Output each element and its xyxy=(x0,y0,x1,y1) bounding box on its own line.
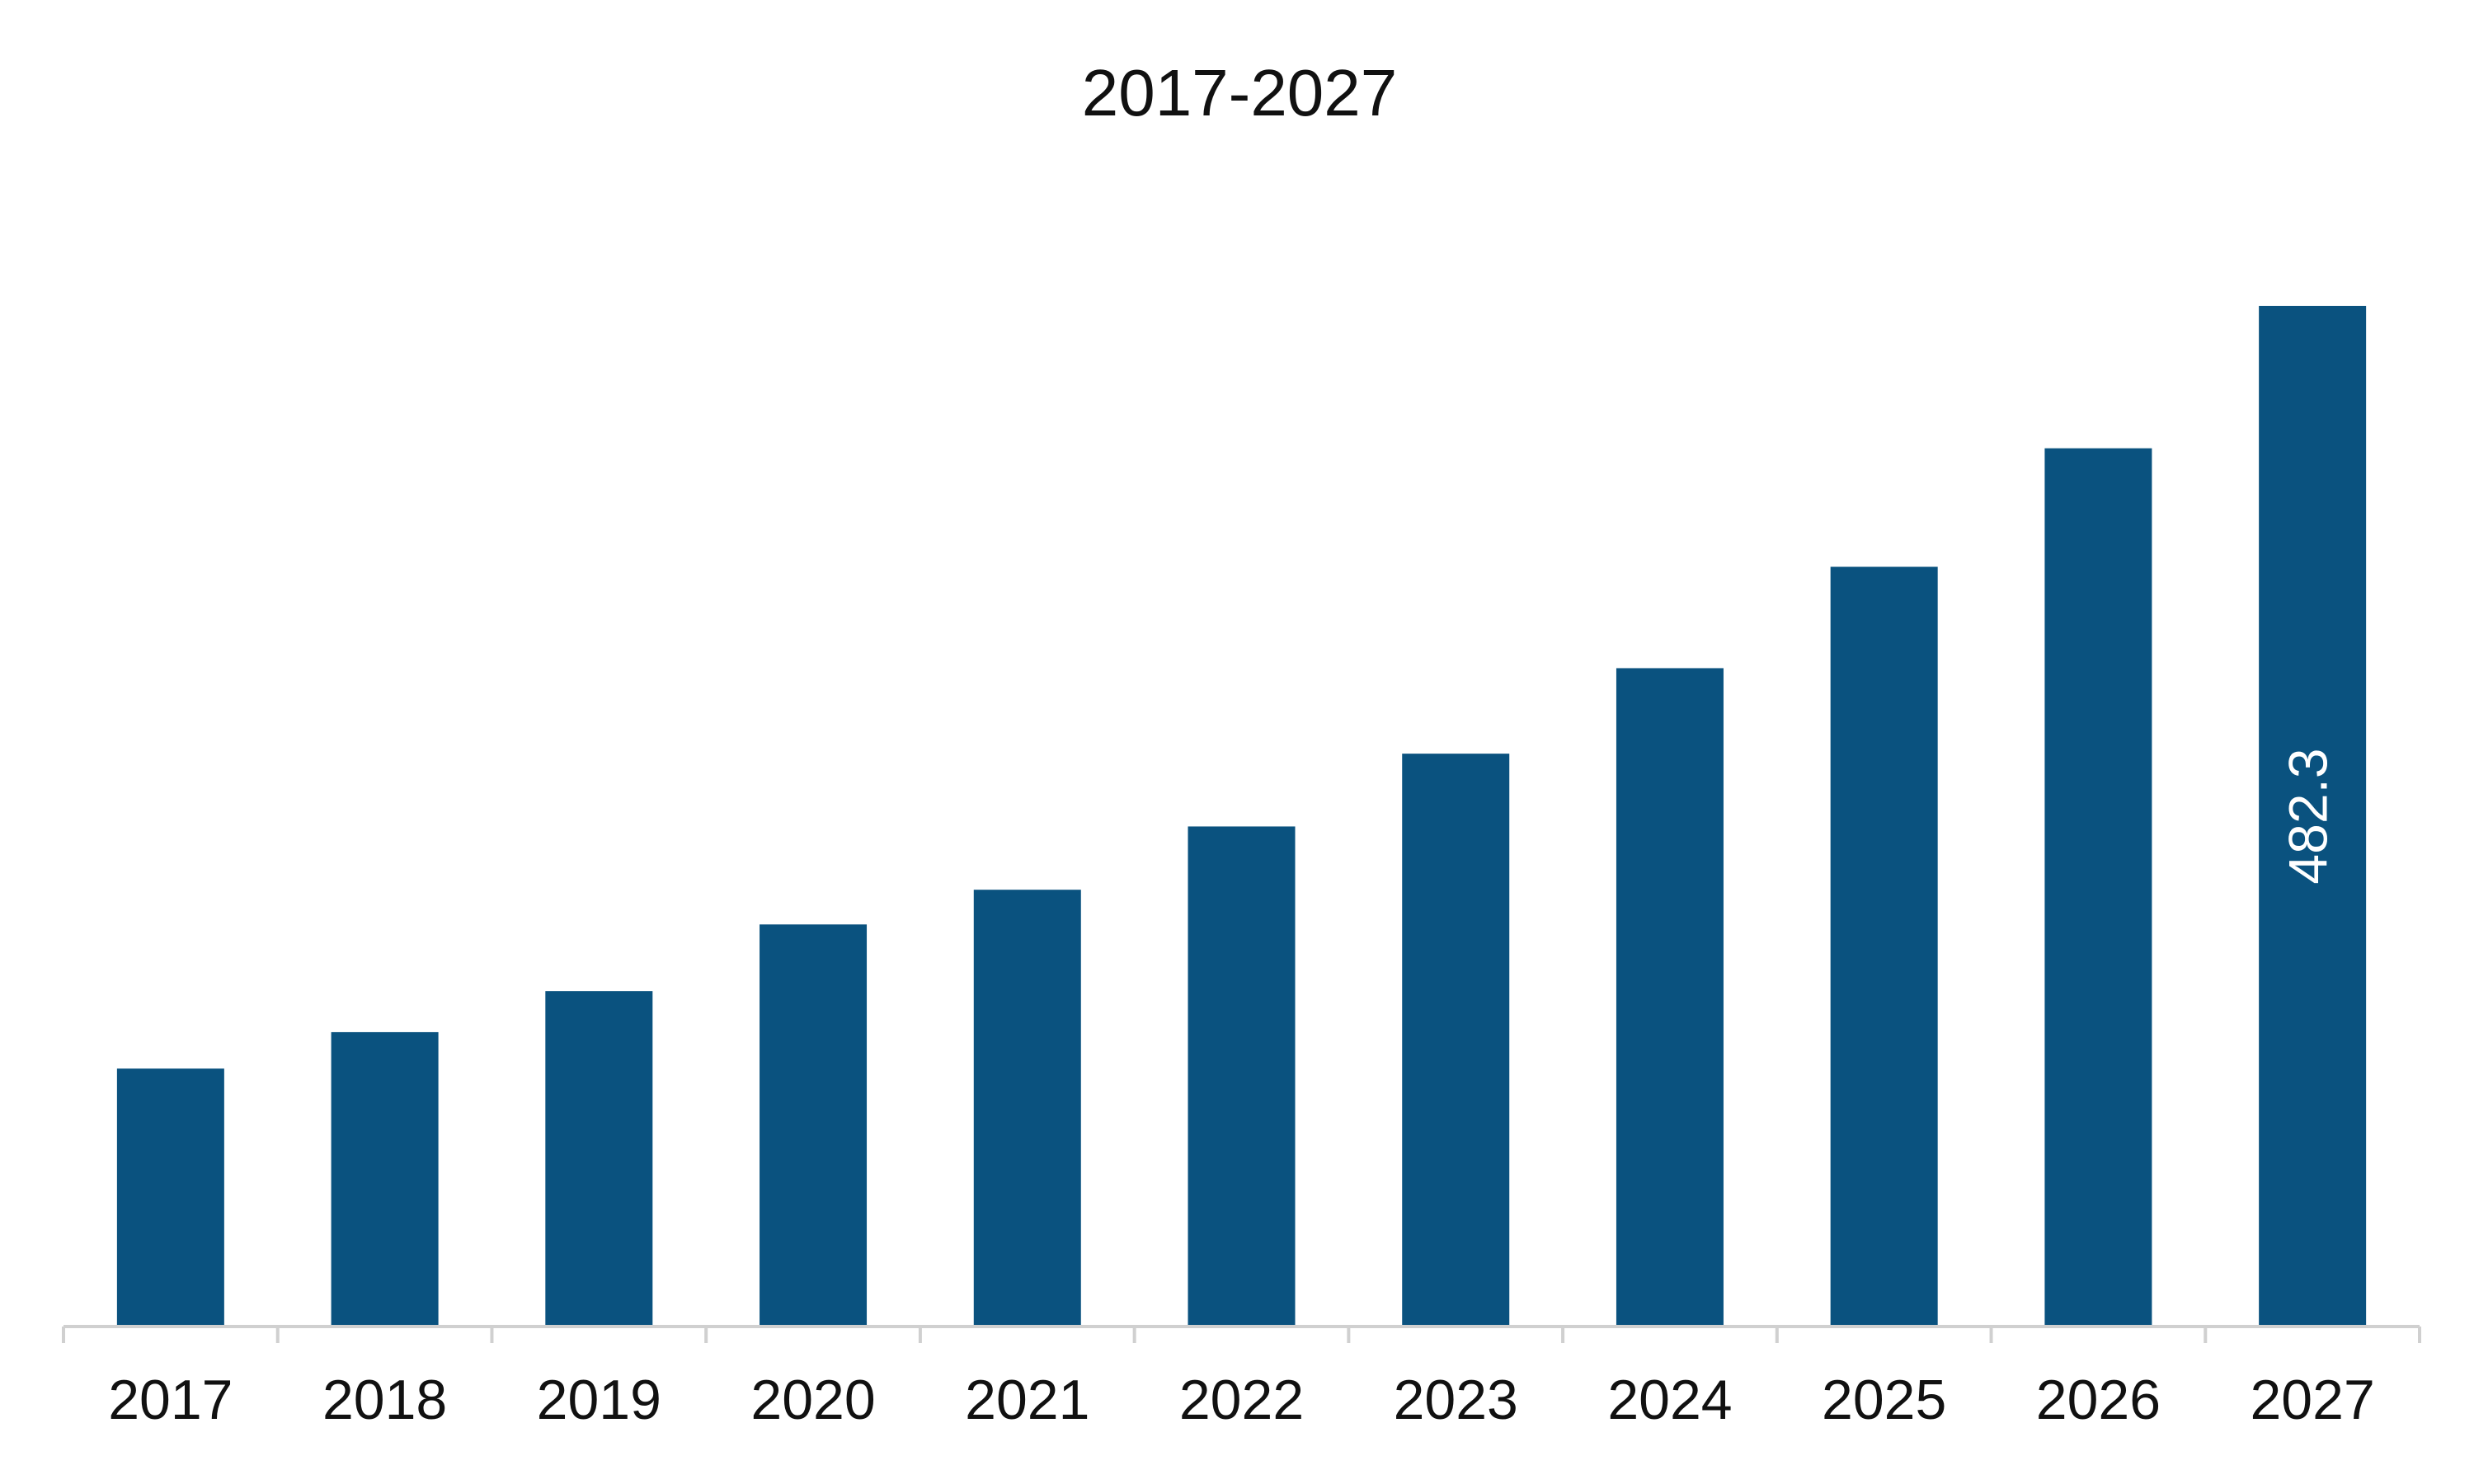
x-tick-label: 2019 xyxy=(537,1369,661,1431)
bar xyxy=(2259,306,2367,1327)
x-tick-label: 2023 xyxy=(1394,1369,1518,1431)
x-tick-label: 2027 xyxy=(2250,1369,2374,1431)
bar xyxy=(545,991,653,1327)
x-tick-label: 2017 xyxy=(108,1369,233,1431)
bar xyxy=(1188,826,1296,1327)
chart-title: 2017-2027 xyxy=(1082,56,1398,129)
bar xyxy=(2044,448,2152,1327)
x-tick-label: 2024 xyxy=(1607,1369,1732,1431)
bar xyxy=(760,924,868,1327)
x-tick-label: 2020 xyxy=(750,1369,875,1431)
bar xyxy=(331,1031,439,1327)
bar xyxy=(1830,566,1938,1327)
bar xyxy=(973,890,1081,1327)
x-tick-label: 2022 xyxy=(1179,1369,1304,1431)
bar xyxy=(1402,754,1510,1327)
bar xyxy=(116,1068,224,1327)
bar xyxy=(1616,668,1724,1327)
data-label: 482.3 xyxy=(2278,748,2339,884)
x-tick-label: 2021 xyxy=(965,1369,1089,1431)
x-tick-label: 2026 xyxy=(2036,1369,2161,1431)
x-tick-label: 2025 xyxy=(1822,1369,1946,1431)
x-tick-label: 2018 xyxy=(322,1369,447,1431)
